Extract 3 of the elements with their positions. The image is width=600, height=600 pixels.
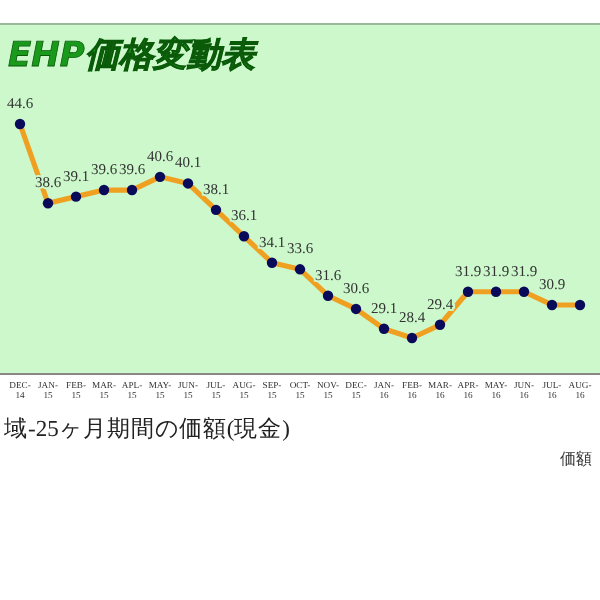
text: 域-25ヶ月期間の価額(現金) [2,414,291,442]
text: 価額 [560,450,592,468]
chart-title: EHP価格変動表 [8,36,259,76]
